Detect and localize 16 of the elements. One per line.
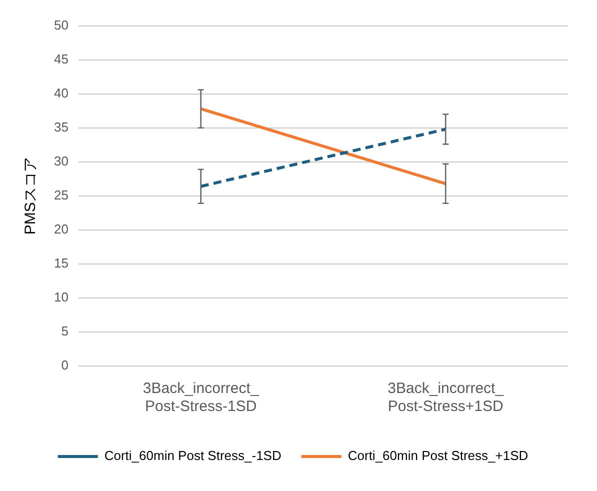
y-tick-label: 30 — [54, 153, 68, 168]
y-tick-label: 5 — [61, 324, 68, 339]
y-tick-label: 20 — [54, 222, 68, 236]
y-tick-label: 15 — [54, 256, 68, 271]
y-tick-label: 35 — [54, 119, 68, 134]
x-tick-label: 3Back_incorrect_Post-Stress-1SD — [142, 380, 260, 416]
x-tick-label: 3Back_incorrect_Post-Stress+1SD — [388, 380, 504, 416]
y-tick-label: 10 — [54, 290, 68, 305]
y-tick-label: 0 — [61, 358, 68, 373]
y-tick-label: 45 — [54, 51, 68, 66]
legend-label: Corti_60min Post Stress_+1SD — [348, 448, 528, 464]
y-tick-label: 25 — [54, 187, 68, 202]
y-axis-title: PMSスコア — [22, 157, 40, 235]
y-tick-label: 50 — [54, 17, 68, 32]
legend-label: Corti_60min Post Stress_-1SD — [104, 448, 282, 464]
y-tick-label: 40 — [54, 85, 68, 100]
